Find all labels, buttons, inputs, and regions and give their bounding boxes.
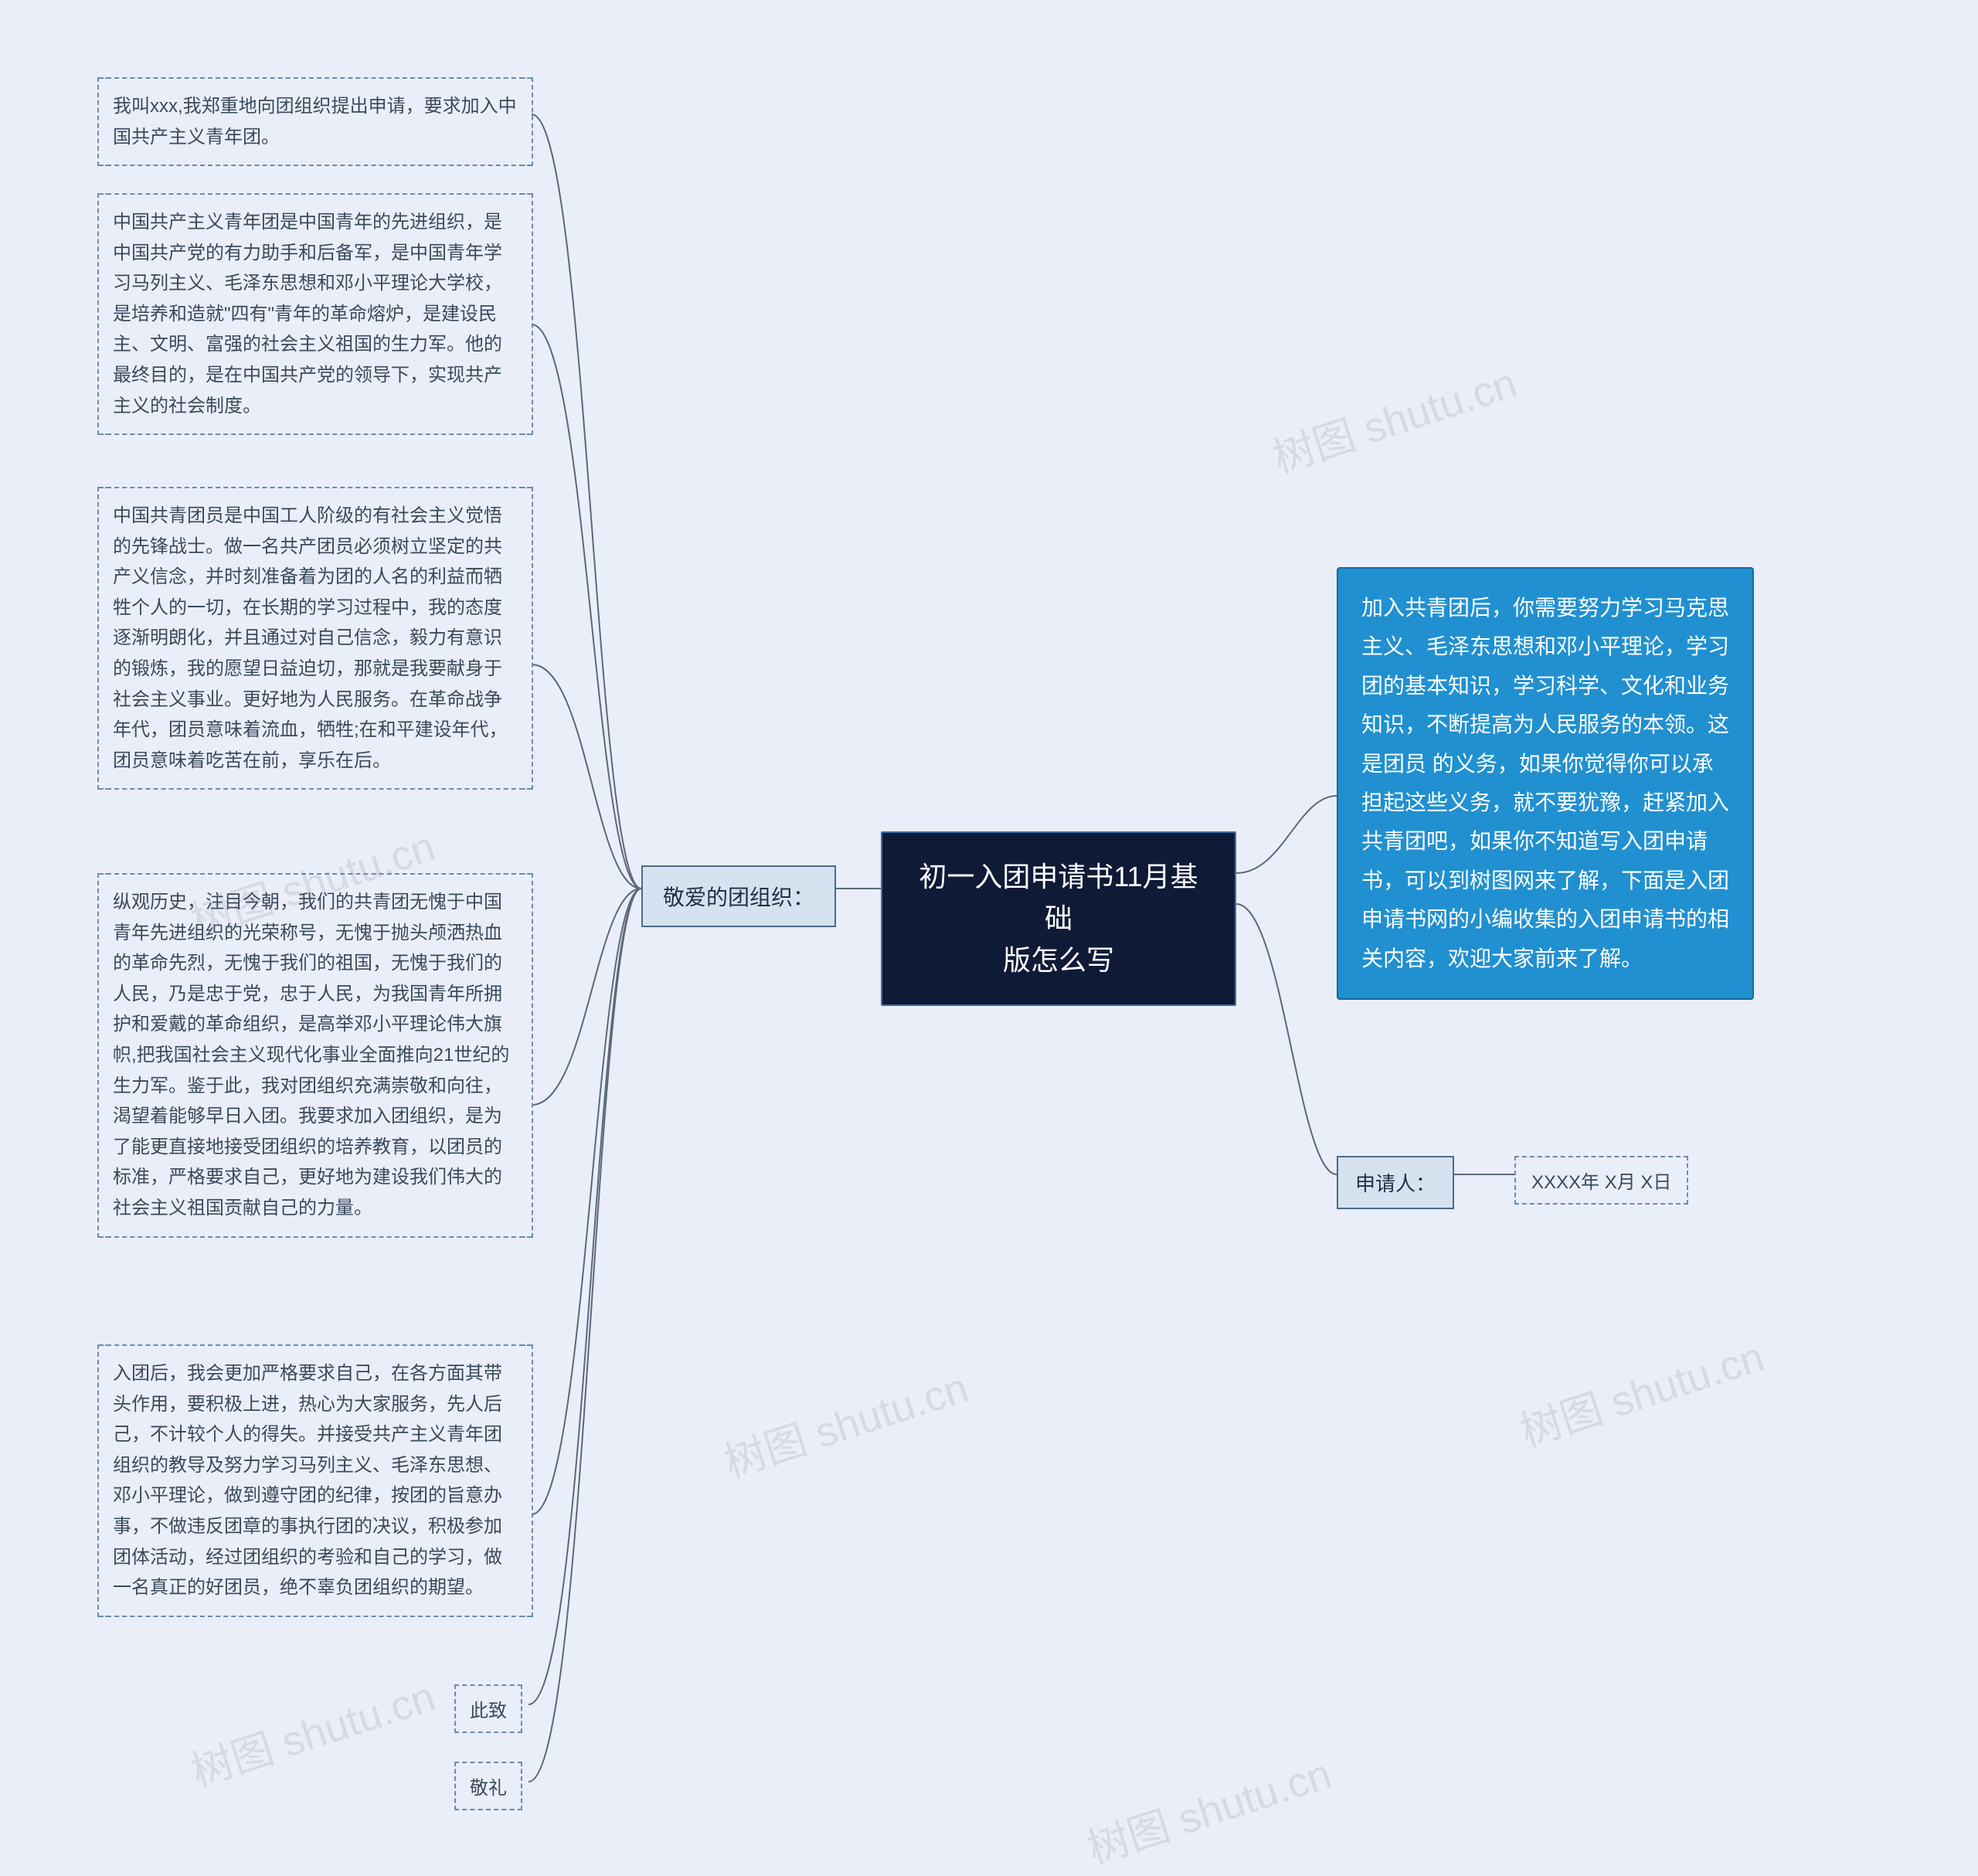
para-text: 入团后，我会更加严格要求自己，在各方面其带头作用，要积极上进，热心为大家服务，先… xyxy=(113,1363,502,1598)
mid-left-node[interactable]: 敬爱的团组织： xyxy=(641,865,836,927)
right-info-text: 加入共青团后，你需要努力学习马克思主义、毛泽东思想和邓小平理论，学习团的基本知识… xyxy=(1361,596,1729,970)
closing-node-1[interactable]: 敬礼 xyxy=(454,1762,522,1810)
applicant-node[interactable]: 申请人： xyxy=(1337,1156,1454,1209)
root-title-line2: 版怎么写 xyxy=(913,940,1204,981)
applicant-label: 申请人： xyxy=(1355,1172,1436,1195)
date-node[interactable]: XXXX年 X月 X日 xyxy=(1514,1156,1688,1205)
watermark: 树图 shutu.cn xyxy=(1264,348,1524,484)
para-box-2[interactable]: 中国共青团员是中国工人阶级的有社会主义觉悟的先锋战士。做一名共产团员必须树立坚定… xyxy=(99,487,532,790)
para-box-1[interactable]: 中国共产主义青年团是中国青年的先进组织，是中国共产党的有力助手和后备军，是中国青… xyxy=(99,193,532,435)
root-node[interactable]: 初一入团申请书11月基础 版怎么写 xyxy=(881,831,1236,1006)
watermark: 树图 shutu.cn xyxy=(1079,1739,1338,1875)
para-box-4[interactable]: 入团后，我会更加严格要求自己，在各方面其带头作用，要积极上进，热心为大家服务，先… xyxy=(99,1344,532,1617)
mindmap-canvas: 初一入团申请书11月基础 版怎么写 敬爱的团组织： 加入共青团后，你需要努力学习… xyxy=(0,0,1978,1844)
para-text: 中国共青团员是中国工人阶级的有社会主义觉悟的先锋战士。做一名共产团员必须树立坚定… xyxy=(113,505,508,771)
para-text: 中国共产主义青年团是中国青年的先进组织，是中国共产党的有力助手和后备军，是中国青… xyxy=(113,212,502,416)
para-text: 我叫xxx,我郑重地向团组织提出申请，要求加入中国共产主义青年团。 xyxy=(113,96,517,148)
para-box-0[interactable]: 我叫xxx,我郑重地向团组织提出申请，要求加入中国共产主义青年团。 xyxy=(99,77,532,166)
watermark: 树图 shutu.cn xyxy=(715,1353,975,1489)
para-box-3[interactable]: 纵观历史，注目今朝，我们的共青团无愧于中国青年先进组织的光荣称号，无愧于抛头颅洒… xyxy=(99,873,532,1238)
closing-node-0[interactable]: 此致 xyxy=(454,1684,522,1733)
watermark: 树图 shutu.cn xyxy=(182,1662,442,1798)
closing-text: 敬礼 xyxy=(470,1778,507,1799)
watermark: 树图 shutu.cn xyxy=(1511,1322,1771,1458)
para-text: 纵观历史，注目今朝，我们的共青团无愧于中国青年先进组织的光荣称号，无愧于抛头颅洒… xyxy=(113,892,509,1218)
right-info-box[interactable]: 加入共青团后，你需要努力学习马克思主义、毛泽东思想和邓小平理论，学习团的基本知识… xyxy=(1337,567,1754,1000)
root-title-line1: 初一入团申请书11月基础 xyxy=(913,856,1204,940)
date-text: XXXX年 X月 X日 xyxy=(1531,1172,1671,1193)
closing-text: 此致 xyxy=(470,1701,507,1721)
mid-left-label: 敬爱的团组织： xyxy=(663,885,814,909)
